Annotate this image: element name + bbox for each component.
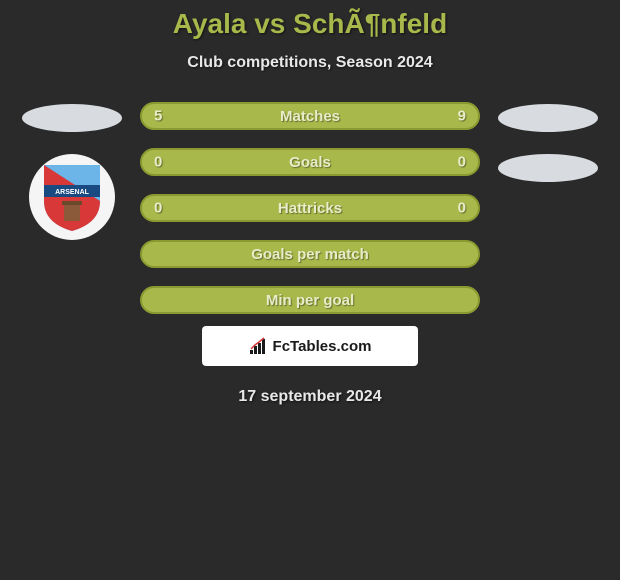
stat-bar-goals: 0 Goals 0 xyxy=(140,148,480,176)
stat-rows: 5 Matches 9 0 Goals 0 0 Hattricks 0 Goal… xyxy=(140,102,480,314)
update-date: 17 september 2024 xyxy=(0,388,620,406)
player-left-club-badge: ARSENAL xyxy=(29,154,115,240)
stat-left-value: 5 xyxy=(154,108,162,125)
player-left-photo-placeholder xyxy=(22,104,122,132)
page-title: Ayala vs SchÃ¶nfeld xyxy=(0,8,620,40)
player-right-club-placeholder xyxy=(498,154,598,182)
stat-bar-hattricks: 0 Hattricks 0 xyxy=(140,194,480,222)
stat-label: Hattricks xyxy=(278,200,342,217)
stat-bar-min-per-goal: Min per goal xyxy=(140,286,480,314)
fctables-link[interactable]: FcTables.com xyxy=(202,326,418,366)
fctables-logo-icon xyxy=(249,337,267,355)
fctables-brand-text: FcTables.com xyxy=(273,338,372,355)
arsenal-sarandi-badge-icon: ARSENAL xyxy=(40,161,104,233)
player-right-column xyxy=(498,102,598,182)
comparison-widget: Ayala vs SchÃ¶nfeld Club competitions, S… xyxy=(0,0,620,406)
svg-text:ARSENAL: ARSENAL xyxy=(55,189,90,196)
stat-right-value: 0 xyxy=(458,200,466,217)
stat-label: Matches xyxy=(280,108,340,125)
page-subtitle: Club competitions, Season 2024 xyxy=(0,54,620,72)
stat-label: Min per goal xyxy=(266,292,354,309)
stat-bar-goals-per-match: Goals per match xyxy=(140,240,480,268)
stat-left-value: 0 xyxy=(154,200,162,217)
stats-area: ARSENAL 5 Matches 9 0 Goals 0 0 Hattr xyxy=(0,102,620,314)
stat-label: Goals per match xyxy=(251,246,369,263)
player-right-photo-placeholder xyxy=(498,104,598,132)
player-left-column: ARSENAL xyxy=(22,102,122,240)
stat-bar-matches: 5 Matches 9 xyxy=(140,102,480,130)
stat-right-value: 0 xyxy=(458,154,466,171)
stat-left-value: 0 xyxy=(154,154,162,171)
stat-right-value: 9 xyxy=(458,108,466,125)
stat-label: Goals xyxy=(289,154,331,171)
